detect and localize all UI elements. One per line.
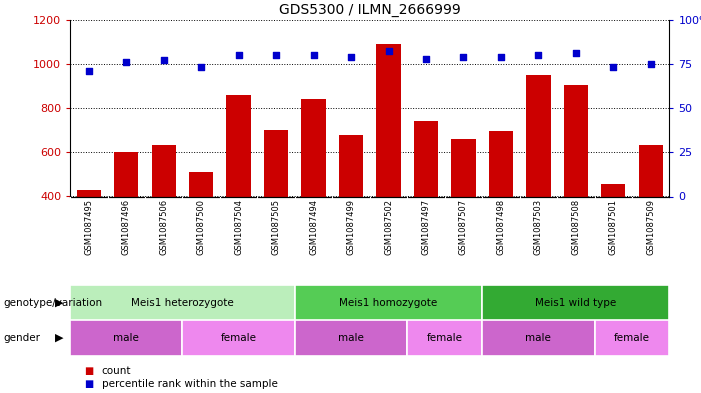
Text: GSM1087495: GSM1087495 — [84, 199, 93, 255]
Text: GSM1087502: GSM1087502 — [384, 199, 393, 255]
Bar — [414, 121, 438, 285]
Bar — [594, 320, 669, 356]
Point — [383, 48, 394, 55]
Text: male: male — [526, 333, 551, 343]
Bar — [526, 75, 550, 285]
Text: GSM1087506: GSM1087506 — [159, 199, 168, 255]
Text: ■: ■ — [84, 379, 93, 389]
Point — [608, 64, 619, 70]
Text: Meis1 wild type: Meis1 wild type — [535, 298, 616, 308]
Title: GDS5300 / ILMN_2666999: GDS5300 / ILMN_2666999 — [279, 3, 461, 17]
Text: GSM1087503: GSM1087503 — [534, 199, 543, 255]
Point — [458, 53, 469, 60]
Bar — [482, 320, 594, 356]
Bar — [489, 131, 513, 285]
Text: GSM1087507: GSM1087507 — [459, 199, 468, 255]
Point — [196, 64, 207, 70]
Point — [233, 52, 244, 58]
Text: GSM1087500: GSM1087500 — [197, 199, 205, 255]
Bar — [189, 172, 213, 285]
Bar — [182, 320, 295, 356]
Bar — [295, 320, 407, 356]
Bar — [564, 85, 588, 285]
Text: count: count — [102, 366, 131, 376]
Text: GSM1087505: GSM1087505 — [271, 199, 280, 255]
Text: GSM1087501: GSM1087501 — [608, 199, 618, 255]
Point — [121, 59, 132, 65]
Text: gender: gender — [4, 333, 41, 343]
Bar — [70, 285, 295, 320]
Text: GSM1087504: GSM1087504 — [234, 199, 243, 255]
Bar — [339, 134, 363, 285]
Bar — [639, 145, 663, 285]
Bar — [151, 145, 176, 285]
Bar — [295, 285, 482, 320]
Point — [346, 53, 357, 60]
Point — [570, 50, 581, 56]
Text: genotype/variation: genotype/variation — [4, 298, 102, 308]
Bar — [482, 285, 669, 320]
Text: ■: ■ — [84, 366, 93, 376]
Point — [421, 55, 432, 62]
Text: GSM1087499: GSM1087499 — [346, 199, 355, 255]
Bar — [451, 139, 475, 285]
Bar — [76, 190, 101, 285]
Text: female: female — [221, 333, 257, 343]
Point — [271, 52, 282, 58]
Text: GSM1087496: GSM1087496 — [122, 199, 131, 255]
Text: ▶: ▶ — [55, 333, 64, 343]
Point — [496, 53, 507, 60]
Bar — [601, 184, 625, 285]
Text: Meis1 heterozygote: Meis1 heterozygote — [131, 298, 234, 308]
Bar — [407, 320, 482, 356]
Text: male: male — [114, 333, 139, 343]
Bar — [226, 95, 251, 285]
Text: Meis1 homozygote: Meis1 homozygote — [339, 298, 437, 308]
Point — [645, 61, 656, 67]
Point — [308, 52, 319, 58]
Bar — [301, 99, 326, 285]
Point — [83, 68, 95, 74]
Point — [533, 52, 544, 58]
Text: GSM1087508: GSM1087508 — [571, 199, 580, 255]
Bar — [114, 152, 139, 285]
Text: GSM1087498: GSM1087498 — [496, 199, 505, 255]
Text: GSM1087497: GSM1087497 — [421, 199, 430, 255]
Text: ▶: ▶ — [55, 298, 64, 308]
Text: male: male — [338, 333, 364, 343]
Bar — [70, 320, 182, 356]
Point — [158, 57, 170, 63]
Bar — [264, 130, 288, 285]
Bar — [376, 44, 401, 285]
Text: GSM1087509: GSM1087509 — [646, 199, 655, 255]
Text: female: female — [614, 333, 650, 343]
Text: female: female — [427, 333, 463, 343]
Text: percentile rank within the sample: percentile rank within the sample — [102, 379, 278, 389]
Text: GSM1087494: GSM1087494 — [309, 199, 318, 255]
